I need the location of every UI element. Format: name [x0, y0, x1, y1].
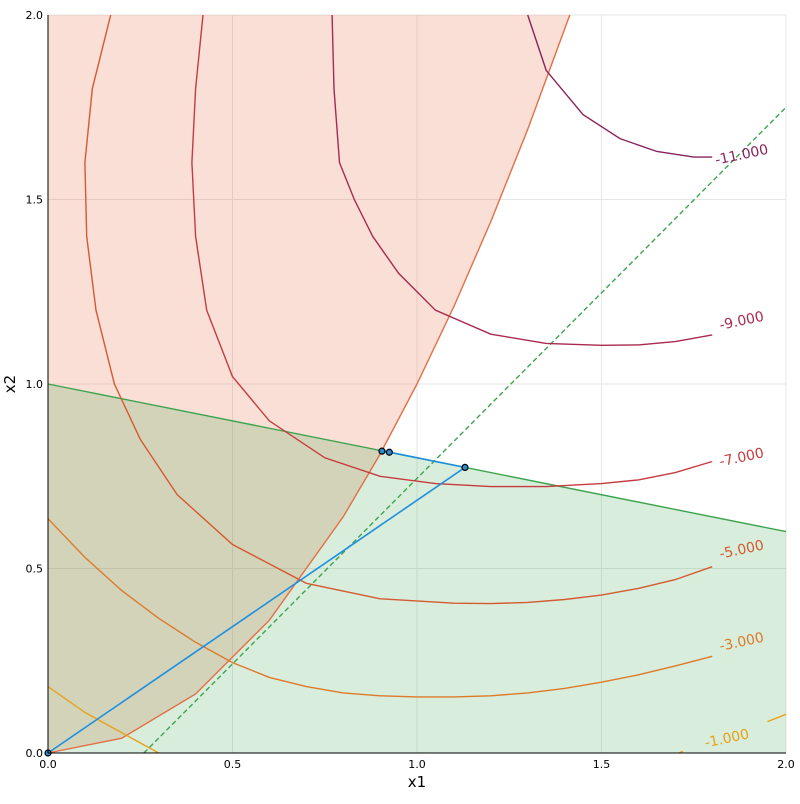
x-tick-label: 0.5: [224, 758, 242, 771]
contour-label: -9.000: [718, 309, 765, 334]
y-tick-label: 2.0: [26, 9, 44, 22]
y-tick-label: 0.5: [26, 563, 44, 576]
iterate-point: [461, 463, 469, 471]
x-tick-label: 0.0: [39, 758, 57, 771]
contour-line--7.000-1: [191, 14, 713, 488]
iterate-point: [385, 448, 393, 456]
x-tick-label: 1.0: [408, 758, 426, 771]
x-axis-label: x1: [408, 773, 426, 791]
y-tick-label: 1.5: [26, 194, 44, 207]
contour-line--11.000-1: [527, 14, 713, 158]
iterate-point: [378, 447, 386, 455]
region-2: [48, 384, 786, 753]
contour-line--9.000-1: [331, 14, 713, 347]
region-1: [48, 15, 570, 753]
y-axis-label: x2: [1, 375, 19, 393]
contour-line--1.000-3: [767, 713, 787, 723]
iteration-markers: [44, 447, 469, 757]
x-tick-label: 1.5: [593, 758, 611, 771]
x-tick-label: 2.0: [777, 758, 795, 771]
contour-line--1.000-1: [47, 686, 160, 754]
tick-labels: 0.0 0.5 1.0 1.5 2.0 0.0 0.5 1.0 1.5 2.0: [26, 9, 795, 771]
y-tick-label: 1.0: [26, 378, 44, 391]
contour-label: -7.000: [718, 445, 765, 470]
axes: [47, 15, 786, 754]
contour-label: -11.000: [714, 142, 770, 169]
contour-lines: [47, 14, 787, 754]
y-tick-label: 0.0: [26, 747, 44, 760]
contour-line--3.000-1: [47, 518, 713, 698]
feasible-regions: [48, 15, 786, 753]
contour-line--5.000-1: [84, 14, 713, 605]
